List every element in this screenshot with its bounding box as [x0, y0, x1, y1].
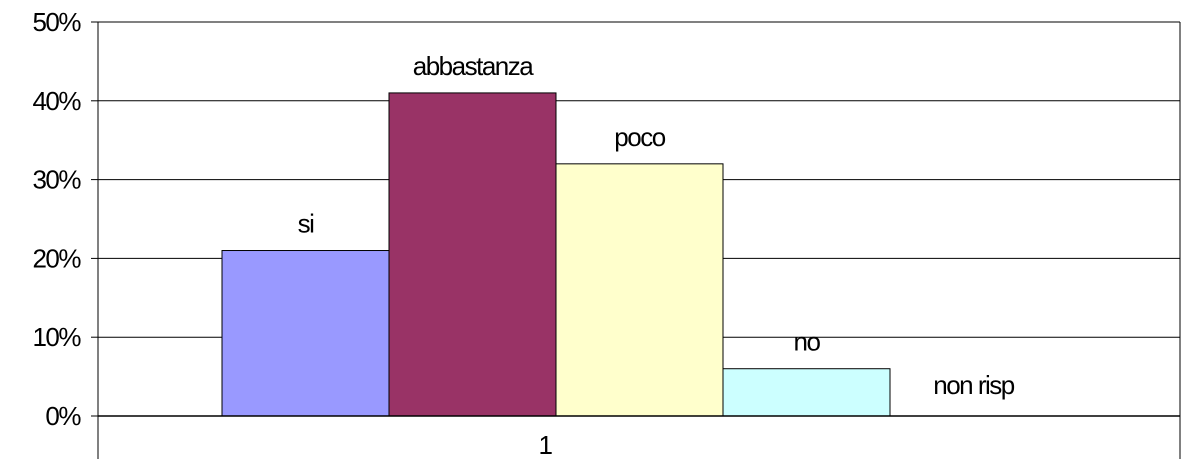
bar-abbastanza: [388, 92, 557, 417]
bar-no: [722, 368, 891, 417]
y-tick-label: 0%: [45, 401, 81, 431]
bar-poco: [555, 163, 724, 417]
x-axis-ticks: 1: [539, 430, 555, 459]
y-tick-label: 50%: [32, 7, 81, 37]
y-tick-label: 20%: [32, 243, 81, 273]
data-labels: si abbastanza poco no non risp: [298, 51, 1017, 400]
bars: [221, 92, 891, 417]
bar-si: [221, 250, 390, 417]
y-tick-label: 40%: [32, 86, 81, 116]
y-tick-label: 30%: [32, 165, 81, 195]
y-tick-label: 10%: [32, 322, 81, 352]
plot-frame: [97, 22, 1181, 459]
data-label: poco: [614, 122, 665, 152]
data-label: no: [794, 327, 821, 357]
data-label: si: [298, 209, 315, 239]
y-axis-ticks: 0% 10% 20% 30% 40% 50%: [32, 7, 98, 431]
data-label: non risp: [933, 370, 1015, 400]
x-tick-label: 1: [539, 430, 553, 459]
data-label: abbastanza: [413, 51, 534, 81]
